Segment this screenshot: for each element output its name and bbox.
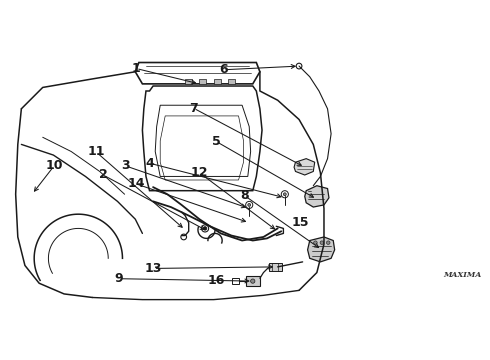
Text: 11: 11 bbox=[87, 145, 105, 158]
Text: 8: 8 bbox=[240, 189, 248, 202]
Text: 4: 4 bbox=[146, 157, 154, 170]
Text: 13: 13 bbox=[145, 262, 162, 275]
Text: 1: 1 bbox=[132, 62, 141, 75]
Polygon shape bbox=[305, 186, 329, 207]
Bar bbox=[228, 79, 235, 84]
Circle shape bbox=[326, 241, 330, 244]
Circle shape bbox=[203, 227, 207, 230]
Text: 16: 16 bbox=[208, 274, 225, 287]
Polygon shape bbox=[402, 262, 490, 285]
Text: 9: 9 bbox=[114, 272, 123, 285]
Polygon shape bbox=[420, 240, 490, 264]
Text: 3: 3 bbox=[122, 159, 130, 172]
Bar bbox=[214, 79, 220, 84]
Text: 2: 2 bbox=[98, 168, 107, 181]
Text: 14: 14 bbox=[127, 177, 145, 190]
Bar bbox=[245, 276, 260, 286]
Text: 5: 5 bbox=[212, 135, 220, 148]
Bar bbox=[185, 79, 192, 84]
Bar bbox=[269, 262, 282, 271]
Bar bbox=[232, 278, 239, 284]
Text: 12: 12 bbox=[190, 166, 208, 179]
Text: 7: 7 bbox=[189, 102, 198, 115]
Circle shape bbox=[251, 279, 255, 283]
Circle shape bbox=[314, 241, 317, 244]
Circle shape bbox=[248, 203, 251, 206]
Text: 15: 15 bbox=[291, 216, 309, 229]
Text: 10: 10 bbox=[46, 159, 63, 172]
Text: MAXIMA: MAXIMA bbox=[444, 271, 482, 279]
Polygon shape bbox=[294, 159, 315, 175]
Circle shape bbox=[320, 241, 323, 244]
Polygon shape bbox=[308, 237, 335, 262]
Bar bbox=[199, 79, 206, 84]
Circle shape bbox=[283, 193, 286, 196]
Text: 6: 6 bbox=[219, 63, 228, 76]
